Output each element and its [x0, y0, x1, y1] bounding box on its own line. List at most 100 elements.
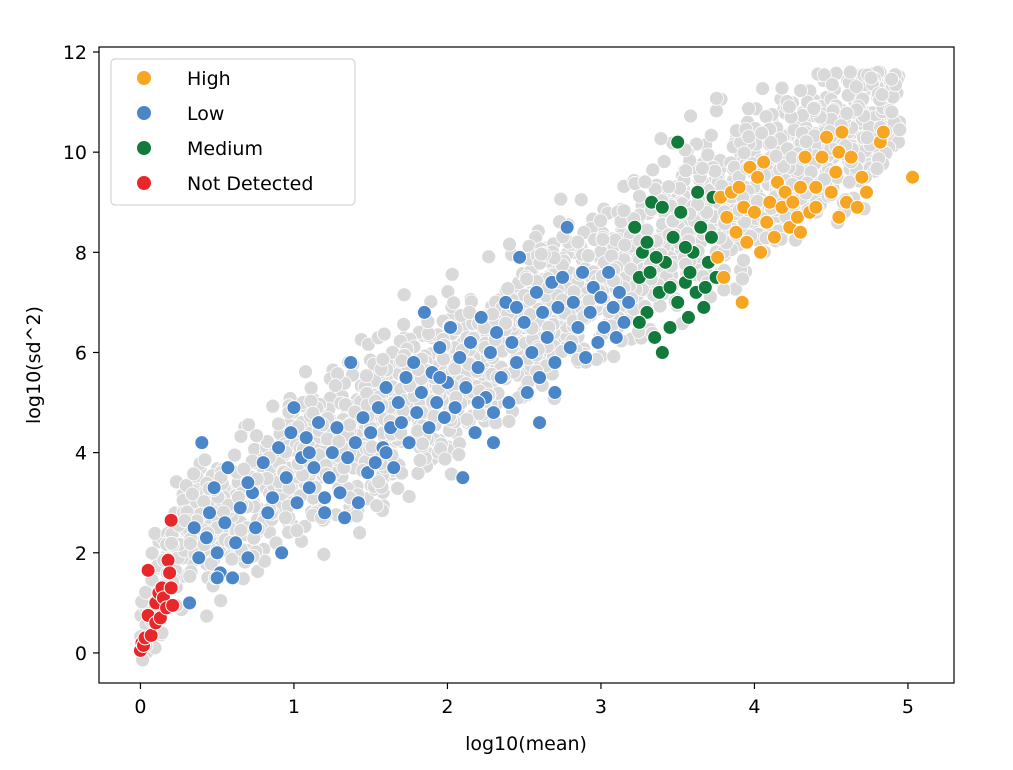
data-point	[429, 395, 445, 411]
background-point	[570, 234, 586, 250]
series-medium	[627, 134, 724, 360]
data-point	[306, 460, 322, 476]
data-point	[590, 334, 606, 350]
data-point	[209, 570, 225, 586]
data-point	[710, 249, 726, 265]
background-point	[700, 147, 716, 163]
data-point	[750, 169, 766, 185]
x-tick-label: 3	[595, 696, 607, 718]
data-point	[278, 470, 294, 486]
data-point	[670, 294, 686, 310]
data-point	[458, 380, 474, 396]
data-point	[467, 425, 483, 441]
background-point	[303, 380, 319, 396]
background-point	[278, 510, 293, 526]
background-point	[593, 213, 609, 229]
background-point	[763, 135, 779, 150]
data-point	[593, 289, 609, 305]
background-point	[754, 125, 770, 141]
data-point	[228, 535, 244, 551]
background-point	[502, 236, 517, 252]
data-point	[859, 184, 875, 200]
data-point	[559, 219, 575, 235]
background-point	[637, 174, 653, 190]
data-point	[528, 284, 544, 300]
background-point	[884, 104, 900, 120]
data-point	[532, 415, 548, 431]
y-tick-label: 2	[75, 543, 87, 565]
data-point	[808, 179, 824, 195]
background-point	[842, 64, 858, 80]
legend: High Low Medium Not Detected	[110, 58, 356, 206]
data-point	[769, 174, 785, 190]
background-point	[793, 83, 808, 98]
background-point	[224, 551, 240, 567]
y-tick-label: 12	[63, 42, 87, 64]
background-point	[298, 364, 313, 380]
data-point	[662, 319, 678, 335]
background-point	[182, 536, 198, 551]
data-point	[512, 249, 528, 265]
data-point	[605, 299, 621, 315]
data-point	[432, 370, 448, 386]
background-point	[241, 417, 256, 433]
data-point	[386, 460, 402, 476]
data-point	[191, 550, 207, 566]
x-axis-title: log10(mean)	[465, 733, 587, 755]
data-point	[696, 299, 712, 315]
x-tick-label: 1	[288, 696, 300, 718]
background-point	[580, 248, 596, 264]
background-point	[758, 109, 774, 124]
data-point	[406, 354, 422, 370]
data-point	[808, 199, 824, 215]
background-point	[250, 563, 266, 579]
data-point	[421, 420, 437, 436]
data-point	[324, 445, 340, 461]
background-point	[884, 71, 900, 87]
background-point	[412, 452, 428, 468]
data-point	[759, 214, 775, 230]
background-point	[533, 246, 549, 262]
data-point	[482, 344, 498, 360]
data-point	[370, 400, 386, 416]
background-point	[396, 317, 412, 332]
data-point	[501, 395, 517, 411]
data-point	[286, 400, 302, 416]
data-point	[814, 149, 830, 165]
data-point	[504, 334, 520, 350]
background-point	[371, 474, 387, 490]
background-point	[199, 608, 215, 624]
background-point	[859, 130, 875, 146]
background-point	[741, 101, 756, 116]
y-axis-title: log10(sd^2)	[23, 306, 45, 424]
data-point	[734, 294, 750, 310]
data-point	[485, 405, 501, 421]
data-point	[289, 495, 305, 511]
legend-label-medium: Medium	[187, 138, 263, 160]
data-point	[693, 219, 709, 235]
background-point	[798, 134, 814, 150]
background-point	[375, 351, 391, 367]
data-point	[843, 149, 859, 165]
data-point	[670, 134, 686, 150]
y-axis-ticks: 0 2 4 6 8 10 12	[63, 42, 99, 665]
background-point	[892, 122, 907, 138]
data-point	[642, 264, 658, 280]
background-point	[327, 378, 343, 393]
background-point	[415, 436, 430, 452]
data-point	[220, 460, 236, 476]
data-point	[828, 164, 844, 180]
background-point	[289, 523, 305, 539]
data-point	[240, 475, 256, 491]
background-point	[369, 498, 385, 514]
data-point	[360, 465, 376, 481]
legend-marker-low	[136, 105, 152, 121]
data-point	[665, 229, 681, 245]
legend-label-low: Low	[187, 103, 224, 125]
background-point	[703, 127, 719, 143]
data-point	[690, 184, 706, 200]
background-point	[736, 252, 751, 268]
background-point	[653, 131, 669, 147]
data-point	[378, 380, 394, 396]
